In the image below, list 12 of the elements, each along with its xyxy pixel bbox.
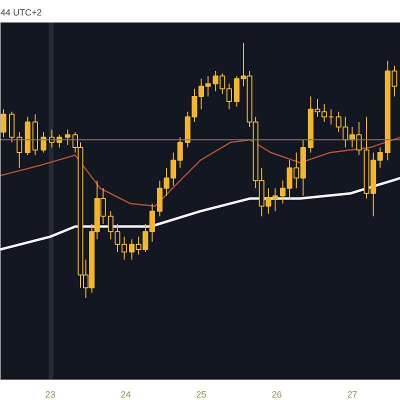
x-tick-label: 25 [196,390,206,400]
x-tick-label: 27 [347,390,358,400]
x-tick-label: 24 [120,390,131,400]
candlestick [328,108,334,125]
x-tick-label: 26 [272,390,282,400]
candlestick [16,132,22,168]
candlestick [0,108,6,138]
candlestick [64,129,70,146]
x-tick-label: 23 [45,390,56,400]
candlestick [40,132,46,154]
text: 44 UTC+2 [0,8,42,18]
candlestick [9,111,15,143]
